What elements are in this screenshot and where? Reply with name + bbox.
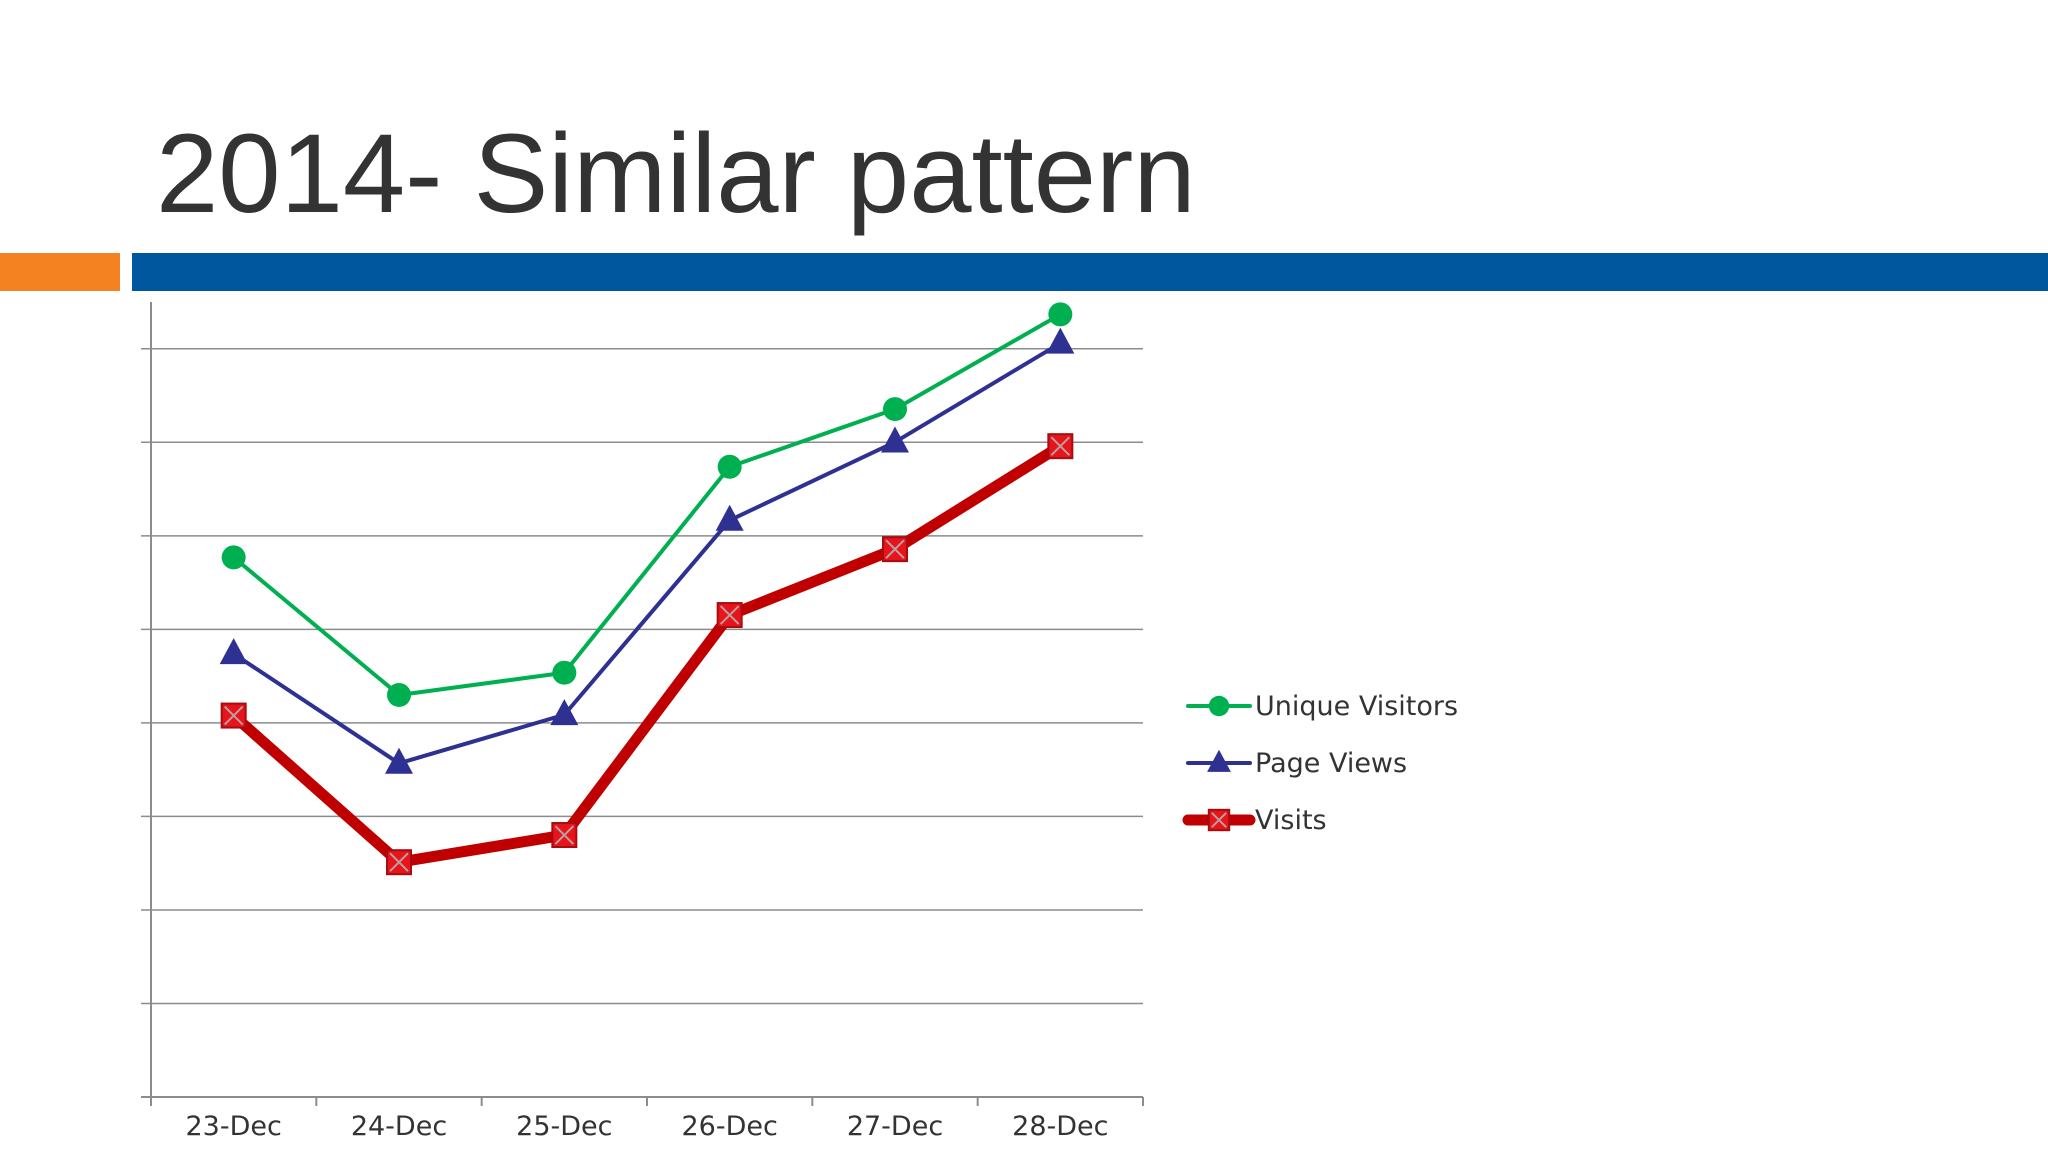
x-tick-label: 24-Dec	[351, 1111, 447, 1142]
chart-series	[219, 302, 1075, 876]
x-tick-label: 27-Dec	[847, 1111, 943, 1142]
legend-label: Unique Visitors	[1255, 691, 1458, 722]
chart-axes	[141, 302, 1144, 1106]
chart-gridlines	[141, 348, 1143, 1005]
data-point-circle	[387, 682, 411, 707]
data-point-triangle	[1207, 749, 1231, 772]
data-point-square-cross	[389, 852, 409, 872]
x-tick-label: 26-Dec	[681, 1111, 777, 1142]
title-accent-bar-blue	[132, 253, 2048, 291]
x-tick-label: 23-Dec	[185, 1111, 281, 1142]
data-point-triangle	[550, 699, 579, 726]
data-point-square-cross	[1211, 812, 1227, 828]
data-point-square-cross	[885, 539, 905, 559]
data-point-circle	[1208, 695, 1230, 717]
data-point-circle	[552, 660, 577, 685]
data-point-triangle	[715, 504, 744, 531]
title-accent-bar-orange	[0, 253, 120, 291]
data-point-circle	[221, 545, 246, 570]
data-point-square-cross	[223, 705, 244, 726]
series-line	[231, 312, 1063, 697]
data-point-triangle	[219, 638, 248, 665]
data-point-circle	[883, 397, 907, 422]
data-point-circle	[717, 454, 742, 479]
x-axis-tick-labels: 23-Dec 24-Dec 25-Dec 26-Dec 27-Dec 28-Dec	[185, 1111, 1108, 1142]
data-point-square-cross	[554, 825, 575, 845]
x-tick-label: 25-Dec	[516, 1111, 612, 1142]
legend-label: Page Views	[1255, 748, 1407, 779]
slide-title: 2014- Similar pattern	[156, 111, 1196, 236]
chart-legend: Unique Visitors Page Views Visits	[1182, 691, 1458, 836]
series-line	[231, 341, 1063, 766]
x-tick-label: 28-Dec	[1012, 1111, 1108, 1142]
data-point-circle	[1048, 302, 1073, 327]
data-point-square-cross	[719, 605, 740, 625]
data-point-triangle	[385, 747, 413, 774]
legend-label: Visits	[1255, 805, 1327, 836]
data-point-triangle	[881, 426, 909, 453]
data-point-square-cross	[1050, 436, 1071, 456]
series-line	[228, 440, 1066, 868]
data-point-triangle	[1046, 327, 1075, 354]
